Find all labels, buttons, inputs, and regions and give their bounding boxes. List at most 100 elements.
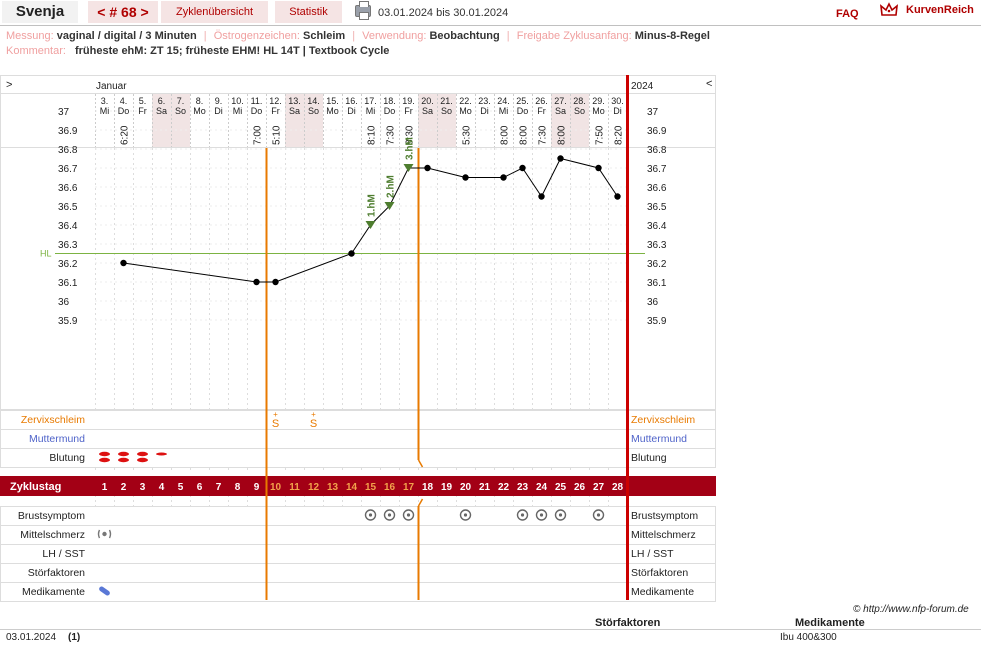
cycle-day-number: 19 bbox=[441, 482, 453, 493]
y-tick-label: 36.1 bbox=[58, 278, 78, 289]
freigabe-value: Minus-8-Regel bbox=[634, 30, 710, 42]
cycle-day-number: 23 bbox=[517, 482, 529, 493]
weekday-label: Mo bbox=[592, 106, 605, 116]
stoerfaktoren-header: Störfaktoren bbox=[595, 617, 661, 629]
print-icon[interactable] bbox=[355, 1, 371, 20]
measure-time: 7:50 bbox=[595, 125, 606, 145]
y-tick-label: 36.5 bbox=[647, 202, 667, 213]
temperature-point bbox=[614, 193, 621, 200]
cycle-day-number: 22 bbox=[498, 482, 510, 493]
date-label: 8. bbox=[196, 96, 204, 106]
date-label: 20. bbox=[421, 96, 434, 106]
weekday-label: Fr bbox=[404, 106, 413, 116]
crown-logo-icon bbox=[880, 2, 898, 16]
date-label: 6. bbox=[158, 96, 166, 106]
y-tick-label: 36.8 bbox=[58, 145, 78, 156]
weekday-label: Sa bbox=[422, 106, 433, 116]
footer-divider bbox=[0, 629, 981, 630]
weekday-label: Mo bbox=[326, 106, 339, 116]
next-cycle-button[interactable]: > bbox=[140, 4, 149, 20]
breast-symptom-icon bbox=[539, 513, 544, 517]
row-label-right-mittelschmerz: Mittelschmerz bbox=[631, 529, 696, 541]
row-label-muttermund: Muttermund bbox=[29, 433, 85, 445]
cycle-day-number: 13 bbox=[327, 482, 339, 493]
mittelschmerz-icon bbox=[102, 531, 107, 537]
weekend-shade bbox=[570, 94, 589, 147]
cycle-day-number: 8 bbox=[235, 482, 241, 493]
breast-symptom-icon bbox=[558, 513, 563, 517]
footer-date: 03.01.2024 bbox=[6, 632, 57, 643]
cycle-day-number: 1 bbox=[102, 482, 108, 493]
month-label: Januar bbox=[96, 81, 127, 92]
measure-time: 8:20 bbox=[614, 125, 625, 145]
date-label: 22. bbox=[459, 96, 472, 106]
coverline-label: HL bbox=[40, 249, 52, 259]
y-tick-label: 37 bbox=[647, 107, 659, 118]
measure-time: 8:10 bbox=[367, 125, 378, 145]
weekday-label: Do bbox=[517, 106, 529, 116]
temperature-point bbox=[557, 155, 564, 162]
prev-cycle-button[interactable]: < bbox=[97, 4, 106, 20]
date-label: 24. bbox=[497, 96, 510, 106]
date-label: 23. bbox=[478, 96, 491, 106]
y-tick-label: 37 bbox=[58, 107, 70, 118]
row-zervixschleim bbox=[0, 410, 716, 430]
weekend-shade bbox=[171, 94, 190, 147]
y-tick-label: 36.3 bbox=[58, 240, 78, 251]
breast-symptom-icon bbox=[592, 509, 605, 521]
temperature-panel bbox=[0, 147, 716, 410]
weekday-label: Di bbox=[214, 106, 223, 116]
row-mittelschmerz bbox=[0, 525, 716, 545]
footer-count: (1) bbox=[68, 632, 81, 643]
breast-symptom-icon bbox=[364, 509, 377, 521]
measure-time: 8:00 bbox=[500, 125, 511, 145]
date-label: 14. bbox=[307, 96, 320, 106]
hm-marker bbox=[384, 202, 395, 210]
row-muttermund bbox=[0, 429, 716, 449]
weekday-label: Mi bbox=[366, 106, 376, 116]
copyright: © http://www.nfp-forum.de bbox=[853, 604, 969, 615]
verwendung-value: Beobachtung bbox=[429, 30, 500, 42]
y-tick-label: 36.9 bbox=[647, 126, 667, 137]
y-tick-label: 36.2 bbox=[647, 259, 667, 270]
kommentar-value: früheste ehM: ZT 15; früheste EHM! HL 14… bbox=[74, 45, 390, 57]
breast-symptom-icon bbox=[459, 509, 472, 521]
cycle-day-number: 4 bbox=[159, 482, 165, 493]
mittelschmerz-icon bbox=[108, 529, 112, 539]
zervix-mark: S bbox=[310, 418, 317, 430]
medikamente-header: Medikamente bbox=[795, 617, 865, 629]
messung-value: vaginal / digital / 3 Minuten bbox=[56, 30, 197, 42]
temperature-point bbox=[538, 193, 545, 200]
cycle-day-number: 10 bbox=[270, 482, 282, 493]
row-label-right-muttermund: Muttermund bbox=[631, 433, 687, 445]
breast-symptom-icon bbox=[554, 509, 567, 521]
date-label: 5. bbox=[139, 96, 147, 106]
nav-left-arrow: > bbox=[6, 79, 12, 91]
date-label: 9. bbox=[215, 96, 223, 106]
weekday-label: So bbox=[308, 106, 319, 116]
weekday-label: Fr bbox=[537, 106, 546, 116]
cycle-day-number: 9 bbox=[254, 482, 260, 493]
faq-link[interactable]: FAQ bbox=[836, 8, 859, 20]
bleeding-mark bbox=[99, 457, 110, 463]
row-brustsymptom bbox=[0, 506, 716, 526]
date-label: 16. bbox=[345, 96, 358, 106]
tab-zyklenuebersicht[interactable]: Zyklenübersicht bbox=[161, 1, 268, 23]
date-label: 15. bbox=[326, 96, 339, 106]
y-tick-label: 36.4 bbox=[647, 221, 667, 232]
temperature-point bbox=[462, 174, 469, 181]
tab-statistik[interactable]: Statistik bbox=[275, 1, 342, 23]
weekday-label: So bbox=[574, 106, 585, 116]
date-label: 27. bbox=[554, 96, 567, 106]
date-label: 25. bbox=[516, 96, 529, 106]
freigabe-label: Freigabe Zyklusanfang: bbox=[516, 30, 632, 42]
measure-time: 5:30 bbox=[462, 125, 473, 145]
temperature-point bbox=[253, 278, 260, 286]
cycle-day-number: 24 bbox=[536, 482, 548, 493]
row-label-right-medikamente: Medikamente bbox=[631, 586, 694, 598]
kurvenreich-logo[interactable]: KurvenReich bbox=[906, 4, 974, 16]
cycle-chart: > Januar 2024 <3.Mi4.Do6:205.Fr6.Sa7.So8.Mo… bbox=[0, 75, 716, 605]
y-tick-label: 35.9 bbox=[58, 316, 78, 327]
row-label-zervixschleim: Zervixschleim bbox=[21, 414, 85, 426]
weekday-label: Mo bbox=[459, 106, 472, 116]
